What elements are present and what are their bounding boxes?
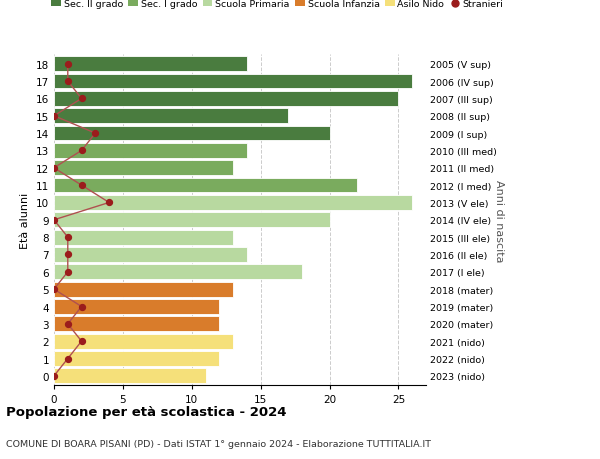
Point [63, 355, 73, 363]
Point [63, 269, 73, 276]
Bar [54, 126, 329, 141]
Point [63, 78, 73, 85]
Point [63, 320, 73, 328]
Y-axis label: Anni di nascita: Anni di nascita [494, 179, 504, 262]
Point [49, 286, 59, 293]
Bar [54, 352, 220, 366]
Point [104, 199, 114, 207]
Bar [54, 317, 220, 331]
Bar [54, 57, 247, 72]
Bar [54, 92, 398, 106]
Bar [54, 196, 412, 210]
Point [63, 251, 73, 258]
Bar [54, 230, 233, 245]
Text: Popolazione per età scolastica - 2024: Popolazione per età scolastica - 2024 [6, 405, 287, 419]
Bar [54, 179, 357, 193]
Bar [54, 144, 247, 158]
Point [49, 372, 59, 380]
Bar [54, 247, 247, 262]
Bar [54, 74, 412, 89]
Point [77, 182, 86, 190]
Point [63, 234, 73, 241]
Y-axis label: Età alunni: Età alunni [20, 192, 31, 248]
Point [49, 217, 59, 224]
Legend: Sec. II grado, Sec. I grado, Scuola Primaria, Scuola Infanzia, Asilo Nido, Stran: Sec. II grado, Sec. I grado, Scuola Prim… [51, 0, 503, 9]
Point [49, 165, 59, 172]
Bar [54, 282, 233, 297]
Point [77, 95, 86, 103]
Text: COMUNE DI BOARA PISANI (PD) - Dati ISTAT 1° gennaio 2024 - Elaborazione TUTTITAL: COMUNE DI BOARA PISANI (PD) - Dati ISTAT… [6, 439, 431, 448]
Bar [54, 109, 288, 124]
Bar [54, 299, 220, 314]
Point [77, 338, 86, 345]
Bar [54, 265, 302, 280]
Point [49, 113, 59, 120]
Bar [54, 213, 329, 228]
Point [91, 130, 100, 138]
Point [63, 61, 73, 68]
Point [77, 147, 86, 155]
Bar [54, 161, 233, 176]
Bar [54, 369, 206, 383]
Point [77, 303, 86, 310]
Bar [54, 334, 233, 349]
